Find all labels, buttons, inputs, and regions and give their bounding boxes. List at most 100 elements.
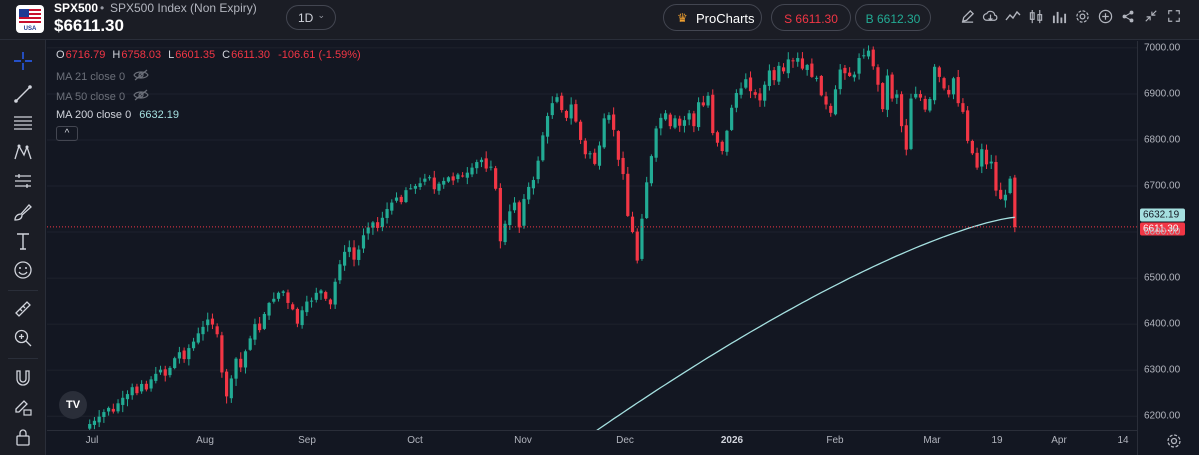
chart-toolbar <box>958 6 1183 28</box>
candle-body <box>781 67 786 72</box>
candle-body <box>135 386 139 394</box>
time-tick-label: Apr <box>1051 435 1067 446</box>
candle-body <box>899 94 904 127</box>
candle-body <box>418 183 422 187</box>
candle-body <box>149 379 153 389</box>
trendline-icon[interactable] <box>12 83 34 105</box>
candle-body <box>409 188 413 190</box>
high-label: H <box>112 49 121 61</box>
candle-body <box>701 102 705 106</box>
candle-body <box>305 301 309 313</box>
price-tick-label: 6600.00 <box>1144 226 1181 238</box>
candle-body <box>432 177 436 190</box>
time-tick-label: Sep <box>298 435 316 446</box>
candle-body <box>810 63 814 77</box>
candle-body <box>281 291 285 293</box>
candle-body <box>772 70 776 81</box>
candle-body <box>357 249 361 260</box>
tradingview-logo-icon[interactable]: TV <box>59 391 87 419</box>
candle-body <box>262 313 266 329</box>
ohlc-legend: O6716.79 H6758.03 L6601.35 C6611.30 -106… <box>56 49 362 61</box>
buy-button[interactable]: B 6612.30 <box>855 4 931 31</box>
collapse-icon[interactable] <box>1142 6 1160 26</box>
chart-settings-icon[interactable] <box>1166 433 1182 449</box>
candle-body <box>645 182 649 219</box>
magnet-icon[interactable] <box>12 367 34 389</box>
ma50-indicator[interactable]: MA 50 close 0 <box>56 89 149 104</box>
candle-body <box>451 176 455 181</box>
candle-body <box>961 103 965 112</box>
text-icon[interactable] <box>12 230 34 252</box>
candle-body <box>555 97 559 102</box>
candle-body <box>366 227 370 234</box>
candlestick-chart[interactable] <box>47 41 1137 439</box>
candle-body <box>503 223 507 243</box>
sell-button[interactable]: S 6611.30 <box>771 4 851 31</box>
candle-body <box>253 324 257 340</box>
projection-icon[interactable] <box>12 170 34 192</box>
candle-body <box>465 172 469 178</box>
candle-body <box>508 211 512 226</box>
candle-body <box>748 77 753 92</box>
line-chart-icon[interactable] <box>1004 6 1022 26</box>
time-tick-label: Mar <box>923 435 941 446</box>
fullscreen-icon[interactable] <box>1165 6 1183 26</box>
emoji-icon[interactable] <box>12 259 34 281</box>
last-price-tag: 6611.30 <box>1140 222 1185 236</box>
candle-body <box>682 120 687 126</box>
candle-body <box>248 338 252 350</box>
candle-body <box>753 92 757 95</box>
candle-body <box>97 416 101 423</box>
zoom-in-icon[interactable] <box>12 327 34 349</box>
candle-body <box>876 67 880 85</box>
time-axis[interactable]: Jul Aug Sep Oct Nov Dec 2026 Feb Mar 19 Apr 14 <box>47 430 1137 455</box>
ma200-label: MA 200 close 0 <box>56 109 132 121</box>
bar-chart-icon[interactable] <box>1050 6 1068 26</box>
pattern-icon[interactable] <box>12 141 34 163</box>
ma21-indicator[interactable]: MA 21 close 0 <box>56 69 149 84</box>
candles-icon[interactable] <box>1027 6 1045 26</box>
share-icon[interactable] <box>1119 6 1137 26</box>
time-tick-label: 19 <box>991 435 1003 446</box>
candle-body <box>593 152 597 164</box>
brush-icon[interactable] <box>12 201 34 223</box>
candle-body <box>446 177 451 182</box>
candle-body <box>1008 178 1012 193</box>
pencil-icon[interactable] <box>958 6 976 26</box>
timeframe-select[interactable]: 1D ⌄ <box>286 5 336 30</box>
procharts-button[interactable]: ♛ ProCharts <box>663 4 762 31</box>
price-tick-label: 6700.00 <box>1144 180 1181 192</box>
candle-body <box>144 383 148 390</box>
close-label: C <box>222 49 231 61</box>
settings-icon[interactable] <box>1073 6 1091 26</box>
candle-body <box>560 95 564 111</box>
candle-body <box>347 247 351 252</box>
time-tick-label: Dec <box>616 435 634 446</box>
candle-body <box>512 202 517 211</box>
price-axis[interactable]: 6632.19 6611.30 7000.00 6900.00 6800.00 670… <box>1137 41 1199 455</box>
cloud-icon[interactable] <box>981 6 999 26</box>
eye-hidden-icon[interactable] <box>133 69 149 84</box>
procharts-label: ProCharts <box>696 11 755 26</box>
candle-body <box>550 103 554 116</box>
ma200-indicator[interactable]: MA 200 close 0 6632.19 <box>56 109 179 121</box>
time-tick-label: Feb <box>826 435 844 446</box>
candle-body <box>956 77 960 104</box>
candle-body <box>819 75 823 96</box>
collapse-legend-button[interactable]: ^ <box>56 126 78 141</box>
candle-body <box>531 180 535 189</box>
ruler-icon[interactable] <box>12 298 34 320</box>
lock-draw-icon[interactable] <box>12 396 34 418</box>
candle-body <box>829 105 833 113</box>
candle-body <box>966 110 970 141</box>
fib-icon[interactable] <box>12 112 34 134</box>
lock-icon[interactable] <box>12 426 34 448</box>
eye-hidden-icon[interactable] <box>133 89 149 104</box>
add-circle-icon[interactable] <box>1096 6 1114 26</box>
chart-pane[interactable] <box>47 41 1137 439</box>
crosshair-icon[interactable] <box>12 50 34 72</box>
candle-body <box>951 78 956 95</box>
candle-body <box>918 94 923 98</box>
symbol-name[interactable]: SPX500 <box>54 1 99 15</box>
open-label: O <box>56 49 65 61</box>
